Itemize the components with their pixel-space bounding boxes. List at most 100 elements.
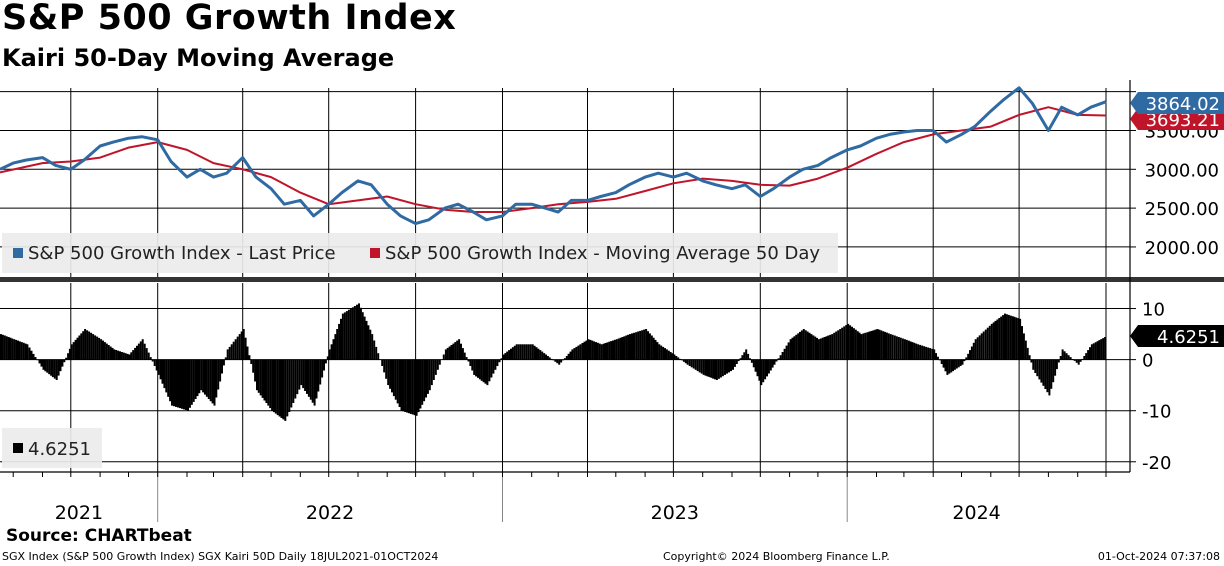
kairi-bar — [175, 359, 177, 407]
kairi-bar — [1000, 316, 1003, 360]
kairi-bar — [317, 359, 320, 392]
kairi-bar — [209, 359, 212, 402]
kairi-bar — [980, 333, 983, 360]
kairi-bar — [1050, 359, 1053, 389]
kairi-bar — [46, 359, 49, 373]
kairi-bar — [17, 340, 19, 360]
kairi-bar — [1104, 337, 1107, 360]
kairi-bar — [868, 331, 871, 360]
kairi-bar — [726, 359, 728, 374]
kairi-bar — [656, 342, 659, 360]
price-last-value-tag: 3864.02 — [1130, 92, 1224, 115]
kairi-bar — [426, 359, 429, 394]
kairi-bar — [996, 319, 999, 360]
svg-text:4.6251: 4.6251 — [1157, 327, 1220, 348]
kairi-bar — [1077, 359, 1080, 365]
kairi-bar — [510, 348, 512, 360]
kairi-bar — [741, 355, 744, 360]
kairi-bar — [933, 349, 936, 360]
kairi-bar — [465, 357, 468, 360]
kairi-bar — [913, 342, 916, 360]
kairi-bar — [593, 341, 596, 360]
kairi-bar — [946, 359, 949, 375]
kairi-bar — [583, 341, 586, 360]
kairi-bar — [434, 359, 437, 375]
kairi-bar — [600, 344, 603, 360]
kairi-bar — [612, 340, 614, 360]
kairi-bar — [417, 359, 420, 413]
kairi-bar — [1055, 359, 1058, 370]
kairi-bar — [22, 342, 25, 360]
kairi-bar — [800, 330, 803, 360]
kairi-bar — [120, 352, 123, 360]
kairi-bar — [24, 343, 27, 360]
kairi-bar — [521, 344, 524, 360]
kairi-bar — [560, 359, 563, 363]
kairi-bar — [1079, 359, 1082, 362]
kairi-bar — [972, 342, 975, 360]
price-legend: S&P 500 Growth Index - Last Price S&P 500… — [2, 233, 838, 273]
kairi-bar — [781, 352, 784, 360]
kairi-bar — [715, 359, 718, 380]
kairi-bar — [315, 359, 318, 399]
kairi-bar — [843, 326, 846, 360]
kairi-bar — [98, 337, 101, 360]
kairi-bar — [511, 347, 514, 360]
kairi-bar — [155, 359, 158, 371]
svg-text:3693.21: 3693.21 — [1146, 110, 1220, 131]
kairi-bar — [523, 344, 526, 360]
kairi-bar — [724, 359, 726, 375]
kairi-bar — [860, 334, 863, 360]
kairi-bar — [565, 356, 568, 360]
kairi-bar — [686, 359, 689, 365]
kairi-bar — [40, 359, 43, 367]
kairi-bar — [55, 359, 58, 380]
kairi-bar — [498, 359, 501, 363]
kairi-bar — [643, 329, 646, 360]
kairi-bar — [381, 359, 384, 366]
kairi-bar — [246, 346, 249, 360]
kairi-bar — [706, 359, 709, 377]
kairi-bar — [617, 338, 620, 360]
kairi-bar — [490, 359, 493, 378]
kairi-bar — [545, 354, 547, 360]
kairi-bar — [839, 329, 842, 360]
kairi-bar — [102, 340, 104, 360]
kairi-bar — [585, 340, 588, 360]
kairi-bar — [806, 331, 809, 360]
kairi-bar — [610, 341, 613, 360]
kairi-bar — [288, 359, 291, 412]
kairi-bar — [589, 339, 592, 360]
kairi-bar — [274, 359, 277, 414]
kairi-bar — [639, 330, 642, 360]
kairi-bar — [823, 337, 826, 360]
kairi-bar — [419, 359, 422, 409]
kairi-bar — [827, 335, 830, 360]
kairi-bar — [927, 347, 930, 360]
kairi-bar — [211, 359, 214, 404]
kairi-bar — [423, 359, 426, 402]
kairi-bar — [756, 359, 759, 377]
kairi-bar — [226, 349, 229, 360]
kairi-bar — [767, 359, 770, 374]
kairi-bar — [313, 359, 316, 406]
kairi-bar — [61, 359, 64, 367]
kairi-bar — [502, 354, 505, 360]
kairi-bar — [984, 329, 987, 360]
kairi-bar — [222, 359, 225, 366]
kairi-bar — [385, 359, 388, 379]
kairi-bar — [53, 359, 56, 379]
kairi-bar — [673, 354, 676, 360]
kairi-bar — [749, 358, 751, 360]
kairi-bar — [1081, 358, 1084, 360]
kairi-bar — [280, 359, 283, 418]
kairi-bar — [679, 358, 682, 360]
kairi-bar — [901, 338, 904, 360]
kairi-bar — [802, 329, 805, 360]
kairi-bar — [30, 350, 33, 360]
kairi-bar — [604, 343, 607, 360]
kairi-bar — [488, 359, 491, 382]
kairi-bar — [107, 345, 110, 360]
kairi-bar — [1022, 333, 1025, 360]
kairi-bar — [326, 356, 329, 360]
